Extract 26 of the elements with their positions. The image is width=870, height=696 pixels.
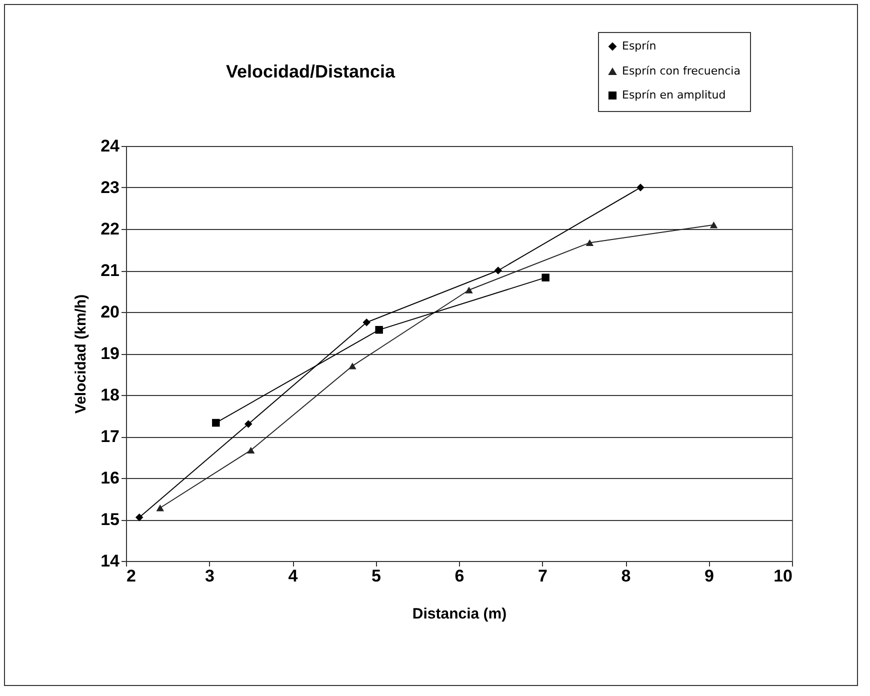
x-tick-label: 3 <box>205 566 214 586</box>
x-tick-label: 6 <box>454 566 464 586</box>
y-tick-label: 19 <box>100 344 120 363</box>
x-tick-label: 9 <box>704 566 714 586</box>
y-axis-title: Velocidad (km/h) <box>72 294 90 414</box>
x-axis-title: Distancia (m) <box>412 606 507 622</box>
legend-label: Esprín <box>622 40 656 52</box>
x-tick-label: 10 <box>774 566 792 586</box>
x-tick-label: 2 <box>126 566 136 586</box>
y-tick-label: 21 <box>100 261 120 280</box>
y-tick-label: 16 <box>100 468 120 488</box>
y-tick-label: 22 <box>100 220 120 238</box>
y-tick-label: 20 <box>100 302 120 322</box>
y-tick-label: 18 <box>100 386 120 404</box>
y-tick-label: 17 <box>100 427 120 446</box>
x-tick-label: 8 <box>621 566 631 586</box>
x-tick-label: 7 <box>538 566 548 586</box>
y-tick-label: 14 <box>100 552 120 570</box>
legend-label: Esprín con frecuencia <box>622 64 740 78</box>
legend-label: Esprín en amplitud <box>622 88 726 102</box>
y-tick-label: 23 <box>100 178 120 197</box>
x-tick-label: 5 <box>372 566 381 586</box>
y-tick-label: 15 <box>100 510 120 529</box>
x-tick-label: 4 <box>288 566 298 586</box>
chart-title: Velocidad/Distancia <box>226 62 396 82</box>
y-tick-label: 24 <box>100 136 120 156</box>
